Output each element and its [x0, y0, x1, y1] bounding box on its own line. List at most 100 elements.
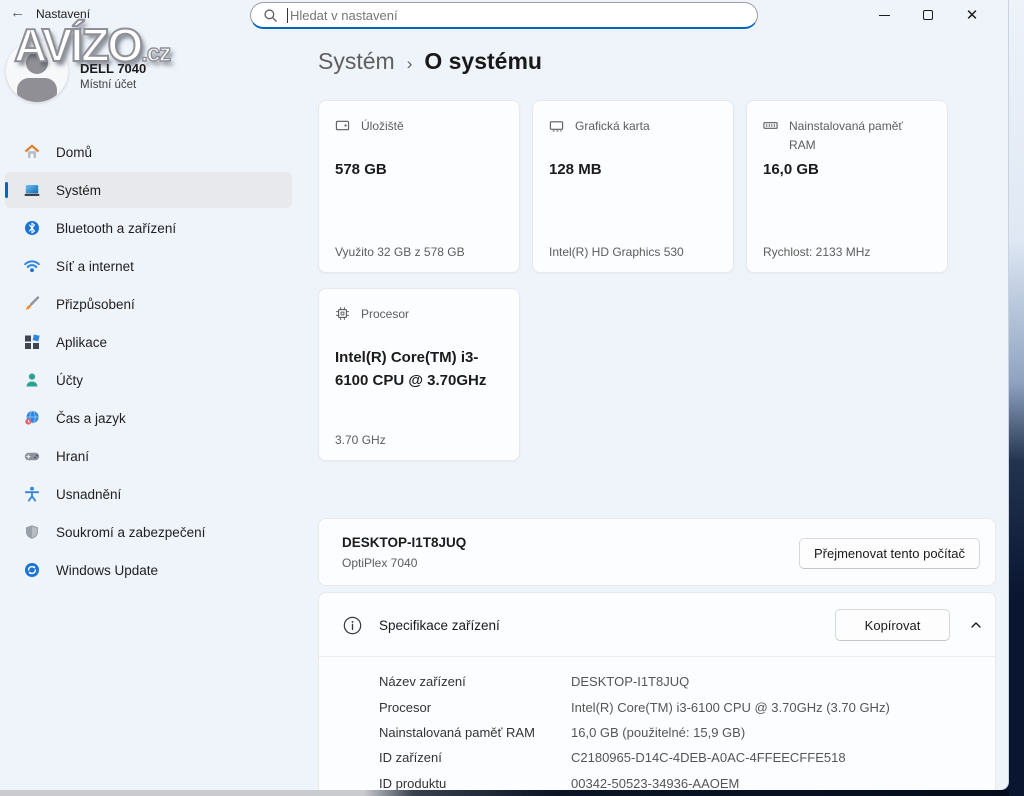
table-row: Nainstalovaná paměť RAM 16,0 GB (použite…: [379, 720, 995, 745]
card-title-text: Procesor: [361, 307, 410, 321]
copy-button[interactable]: Kopírovat: [835, 609, 950, 641]
storage-card[interactable]: Úložiště 578 GB Využito 32 GB z 578 GB: [318, 100, 520, 273]
user-avatar: [6, 40, 68, 102]
table-row: Název zařízení DESKTOP-I1T8JUQ: [379, 669, 995, 694]
sidebar-item-label: Hraní: [56, 448, 90, 464]
network-icon: [24, 260, 40, 273]
apps-icon: [25, 334, 40, 349]
search-box[interactable]: [250, 2, 758, 29]
back-button[interactable]: ←: [10, 4, 25, 21]
chevron-up-icon[interactable]: [969, 618, 983, 632]
info-icon: [343, 616, 362, 635]
spec-label: Název zařízení: [379, 674, 466, 690]
sidebar-item-windows-update[interactable]: Windows Update: [5, 552, 292, 588]
processor-card[interactable]: Procesor Intel(R) Core(TM) i3-6100 CPU @…: [318, 288, 520, 461]
system-icon: [24, 185, 40, 196]
ram-icon: [763, 122, 778, 129]
avizo-watermark: AVÍZO.cz: [13, 18, 172, 72]
sidebar-item-accounts[interactable]: Účty: [5, 362, 292, 398]
card-detail: Rychlost: 2133 MHz: [763, 245, 871, 259]
sidebar-item-label: Síť a internet: [56, 258, 134, 274]
table-row: ID produktu 00342-50523-34936-AAOEM: [379, 771, 995, 790]
sidebar-item-personalization[interactable]: Přizpůsobení: [5, 286, 292, 322]
stat-cards: Úložiště 578 GB Využito 32 GB z 578 GB G…: [318, 100, 998, 461]
device-specs-table: Název zařízení DESKTOP-I1T8JUQ Procesor …: [319, 657, 995, 790]
bluetooth-icon: [25, 221, 39, 235]
accessibility-icon: [24, 486, 40, 502]
sidebar-item-label: Soukromí a zabezpečení: [56, 524, 206, 540]
minimize-icon: [878, 14, 890, 16]
sidebar-item-network[interactable]: Síť a internet: [5, 248, 292, 284]
sidebar-item-accessibility[interactable]: Usnadnění: [5, 476, 292, 512]
sidebar-item-time-language[interactable]: Čas a jazyk: [5, 400, 292, 436]
sidebar-item-apps[interactable]: Aplikace: [5, 324, 292, 360]
spec-value: Intel(R) Core(TM) i3-6100 CPU @ 3.70GHz …: [571, 699, 890, 715]
text-cursor: [287, 7, 288, 23]
spec-label: ID produktu: [379, 775, 447, 790]
sidebar-item-label: Windows Update: [56, 562, 159, 578]
user-account-type: Místní účet: [80, 79, 137, 91]
breadcrumb-parent[interactable]: Systém: [318, 48, 395, 74]
card-detail: 3.70 GHz: [335, 433, 386, 447]
table-row: ID zařízení C2180965-D14C-4DEB-A0AC-4FFE…: [379, 745, 995, 770]
selection-indicator: [5, 182, 8, 198]
card-detail: Intel(R) HD Graphics 530: [549, 245, 684, 259]
card-value: 16,0 GB: [763, 161, 819, 178]
time-language-icon: [25, 410, 39, 425]
card-title-text: Nainstalovaná paměť RAM: [789, 119, 903, 152]
search-input[interactable]: [289, 7, 745, 23]
sidebar-item-home[interactable]: Domů: [5, 134, 292, 170]
device-specs-header[interactable]: Specifikace zařízení Kopírovat: [319, 593, 995, 657]
maximize-button[interactable]: [906, 0, 950, 30]
card-title-text: Grafická karta: [575, 119, 650, 133]
window-title: Nastavení: [36, 7, 91, 21]
device-specs-card: Specifikace zařízení Kopírovat Název zař…: [318, 592, 996, 790]
close-button[interactable]: ✕: [950, 0, 994, 30]
sidebar-item-label: Usnadnění: [56, 486, 122, 502]
desktop-wallpaper-edge: [0, 790, 1009, 796]
search-icon: [264, 8, 277, 22]
sidebar-item-label: Přizpůsobení: [56, 296, 135, 312]
spec-value: 00342-50523-34936-AAOEM: [571, 775, 740, 790]
sidebar-item-label: Systém: [56, 182, 102, 198]
device-model: OptiPlex 7040: [342, 556, 418, 570]
card-detail: Využito 32 GB z 578 GB: [335, 245, 465, 259]
privacy-icon: [26, 525, 38, 539]
sidebar-item-privacy[interactable]: Soukromí a zabezpečení: [5, 514, 292, 550]
sidebar-item-system[interactable]: Systém: [5, 172, 292, 208]
device-specs-title: Specifikace zařízení: [379, 618, 500, 633]
cpu-icon: [336, 307, 349, 320]
spec-value: C2180965-D14C-4DEB-A0AC-4FFEECFFE518: [571, 750, 846, 766]
card-title-text: Úložiště: [361, 119, 404, 133]
breadcrumb: Systém › O systému: [318, 48, 542, 75]
minimize-button[interactable]: [862, 0, 906, 30]
sidebar-item-label: Aplikace: [56, 334, 108, 350]
sidebar: Domů Systém Bluetooth a zařízení: [0, 132, 300, 590]
close-icon: ✕: [965, 6, 979, 24]
spec-label: Nainstalovaná paměť RAM: [379, 724, 535, 740]
card-value: Intel(R) Core(TM) i3-6100 CPU @ 3.70GHz: [335, 349, 487, 389]
page-title: O systému: [424, 48, 542, 74]
storage-icon: [335, 120, 350, 131]
ram-card[interactable]: Nainstalovaná paměť RAM 16,0 GB Rychlost…: [746, 100, 948, 273]
settings-window: ← Nastavení ✕ AVÍZO.cz DELL 7040 Místní …: [0, 0, 1009, 790]
accounts-icon: [26, 373, 38, 387]
personalization-icon: [25, 296, 40, 310]
sidebar-item-label: Bluetooth a zařízení: [56, 220, 177, 236]
gpu-icon: [549, 121, 564, 132]
card-value: 128 MB: [549, 161, 602, 178]
sidebar-item-bluetooth[interactable]: Bluetooth a zařízení: [5, 210, 292, 246]
spec-value: 16,0 GB (použitelné: 15,9 GB): [571, 724, 746, 740]
gpu-card[interactable]: Grafická karta 128 MB Intel(R) HD Graphi…: [532, 100, 734, 273]
avatar-body: [17, 78, 57, 102]
sidebar-item-label: Domů: [56, 144, 93, 160]
spec-value: DESKTOP-I1T8JUQ: [571, 674, 690, 690]
rename-pc-button[interactable]: Přejmenovat tento počítač: [798, 538, 980, 569]
home-icon: [24, 144, 40, 158]
user-name: DELL 7040: [80, 61, 147, 76]
avatar-head: [26, 52, 48, 74]
windows-update-icon: [25, 563, 39, 577]
sidebar-item-gaming[interactable]: Hraní: [5, 438, 292, 474]
sidebar-item-label: Čas a jazyk: [56, 410, 126, 426]
breadcrumb-separator-icon: ›: [406, 54, 413, 73]
